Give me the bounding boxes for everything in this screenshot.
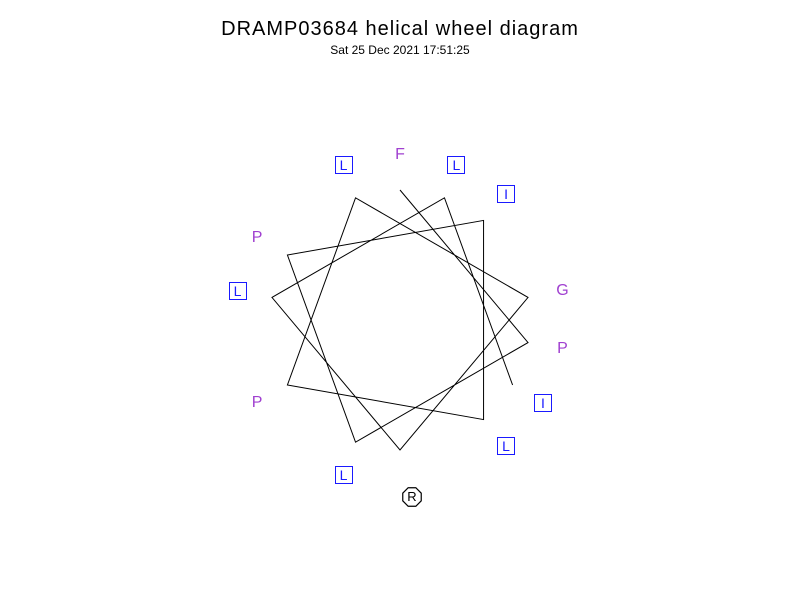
residue-2-L: L	[335, 466, 353, 484]
residue-6-P: P	[252, 394, 263, 412]
helix-backbone	[272, 190, 528, 450]
residue-12-I: I	[534, 394, 552, 412]
residue-1-P: P	[557, 340, 568, 358]
residue-11-L: L	[447, 156, 465, 174]
residue-7-L: L	[335, 156, 353, 174]
residue-3-P: P	[252, 229, 263, 247]
helical-wheel-svg	[0, 0, 800, 600]
residue-10-L: L	[229, 282, 247, 300]
svg-text:R: R	[407, 489, 416, 504]
residue-0-F: F	[395, 146, 405, 164]
residue-4-I: I	[497, 185, 515, 203]
residue-5-L: L	[497, 437, 515, 455]
residue-8-G: G	[556, 282, 568, 300]
